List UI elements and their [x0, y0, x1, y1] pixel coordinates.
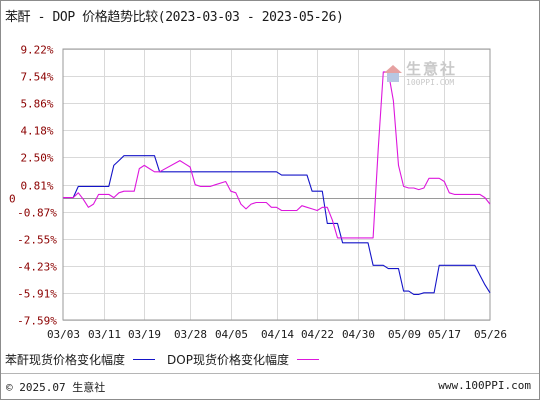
y-tick-label: 9.22% [20, 44, 53, 57]
x-tick-label: 03/28 [174, 328, 207, 341]
series-line-dop [63, 71, 491, 239]
y-tick-label: -4.23% [17, 261, 57, 274]
y-tick-label: -0.87% [17, 207, 57, 220]
footer-site-link[interactable]: www.100PPI.com [438, 379, 531, 392]
legend-label-pa: 苯酐现货价格变化幅度 [5, 353, 126, 367]
footer-copyright: © 2025.07 生意社 [6, 381, 106, 394]
x-tick-label: 04/22 [301, 328, 334, 341]
y-tick-label: 5.86% [20, 98, 53, 111]
x-tick-label: 05/09 [388, 328, 421, 341]
plot-border [62, 48, 491, 321]
zero-label: 0 [9, 193, 16, 206]
watermark: 生意社 100PPI.COM [384, 56, 494, 92]
x-tick-label: 04/05 [215, 328, 248, 341]
y-tick-label: 0.81% [20, 180, 53, 193]
y-tick-label: -5.91% [17, 288, 57, 301]
house-logo-icon [384, 65, 402, 83]
legend-swatch-dop [296, 359, 319, 360]
watermark-name: 生意社 [406, 59, 458, 78]
series-layer [63, 71, 491, 295]
x-tick-label: 03/19 [128, 328, 161, 341]
legend: 苯酐现货价格变化幅度 DOP现货价格变化幅度 [5, 351, 319, 368]
x-tick-label: 03/11 [88, 328, 121, 341]
x-tick-label: 05/17 [428, 328, 461, 341]
y-tick-label: 4.18% [20, 125, 53, 138]
axis-layer [62, 48, 491, 321]
y-tick-label: -7.59% [17, 315, 57, 328]
x-tick-label: 03/03 [47, 328, 80, 341]
x-tick-label: 04/14 [261, 328, 294, 341]
y-tick-label: 2.50% [20, 152, 53, 165]
chart-title: 苯酐 - DOP 价格趋势比较(2023-03-03 - 2023-05-26) [5, 10, 344, 25]
legend-item-dop: DOP现货价格变化幅度 [167, 351, 319, 368]
label-layer: 9.22% 7.54% 5.86% 4.18% 2.50% 0.81% -0.87% -2.5… [9, 44, 507, 342]
legend-item-pa: 苯酐现货价格变化幅度 [5, 351, 156, 368]
series-line-pa [63, 155, 491, 295]
y-tick-label: 7.54% [20, 71, 53, 84]
footer-divider [1, 373, 539, 374]
legend-label-dop: DOP现货价格变化幅度 [167, 353, 289, 367]
x-tick-label: 04/30 [342, 328, 375, 341]
y-tick-label: -2.55% [17, 234, 57, 247]
legend-swatch-pa [133, 359, 156, 360]
x-tick-label: 05/26 [474, 328, 507, 341]
watermark-url: 100PPI.COM [406, 77, 455, 87]
